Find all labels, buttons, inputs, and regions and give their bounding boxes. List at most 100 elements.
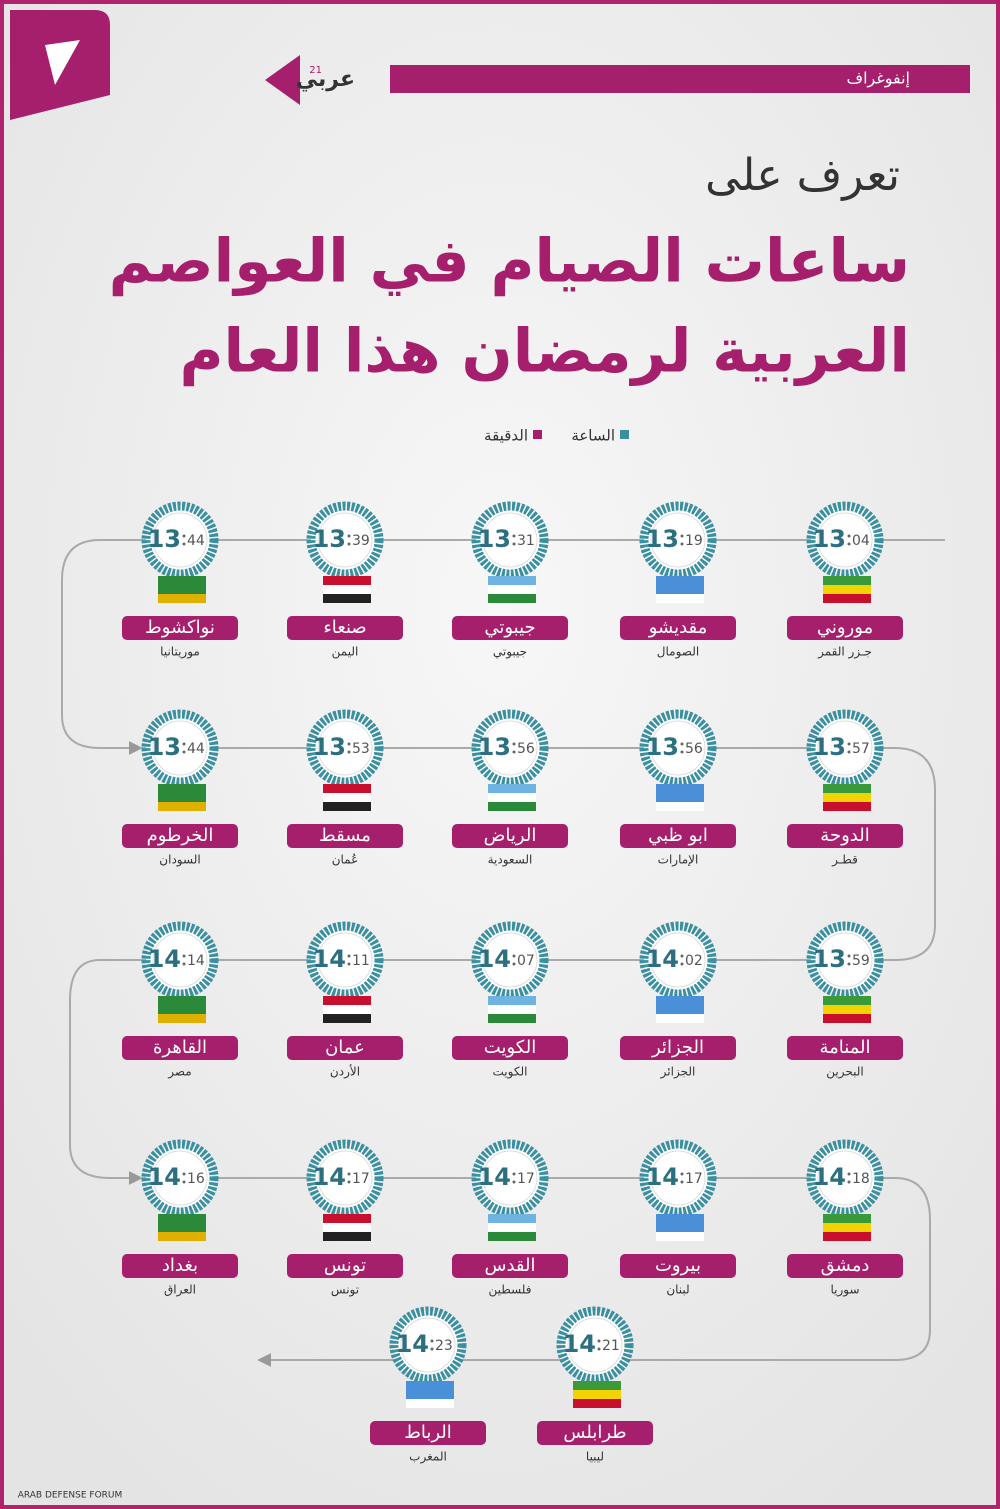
flag-stripe bbox=[323, 1005, 371, 1014]
flag-stripe bbox=[656, 793, 704, 802]
colon-dot bbox=[512, 1172, 516, 1176]
gauge-inner bbox=[482, 512, 538, 568]
flag-stripe bbox=[323, 996, 371, 1005]
gauge-inner bbox=[650, 512, 706, 568]
gauge-inner bbox=[650, 932, 706, 988]
city-label-bg bbox=[287, 1036, 403, 1060]
country-name: سوريا bbox=[830, 1283, 859, 1298]
legend-minute: الدقيقة bbox=[484, 427, 528, 445]
gauge-inner bbox=[317, 512, 373, 568]
flag-stripe bbox=[656, 576, 704, 585]
city-name: طرابلس bbox=[563, 1422, 626, 1443]
city-card: 14 17 بيروت لبنان bbox=[620, 1139, 736, 1297]
hours: 13 bbox=[478, 733, 511, 761]
flag-stripe bbox=[158, 1232, 206, 1241]
city-card: 13 56 ابو ظبي الإمارات bbox=[620, 709, 736, 868]
city-label-bg bbox=[122, 1036, 238, 1060]
country-name: الأردن bbox=[330, 1064, 360, 1080]
colon-dot bbox=[847, 1172, 851, 1176]
flag-stripe bbox=[323, 1214, 371, 1223]
city-label-bg bbox=[452, 616, 568, 640]
flag-stripe bbox=[488, 996, 536, 1005]
gauge-inner bbox=[152, 932, 208, 988]
city-name: الرياض bbox=[484, 825, 537, 846]
colon-dot bbox=[182, 1172, 186, 1176]
flag-stripe bbox=[823, 585, 871, 594]
minutes: 44 bbox=[187, 741, 205, 757]
flag-stripe bbox=[823, 1005, 871, 1014]
colon-dot bbox=[347, 962, 351, 966]
minutes: 57 bbox=[852, 741, 870, 757]
gauge-inner bbox=[152, 720, 208, 776]
gauge-inner bbox=[650, 720, 706, 776]
city-label-bg bbox=[122, 824, 238, 848]
country-name: ليبيا bbox=[586, 1450, 604, 1464]
flow-lines bbox=[61, 539, 945, 1367]
flag-stripe bbox=[488, 1232, 536, 1241]
city-card: 14 21 طرابلس ليبيا bbox=[537, 1306, 653, 1464]
city-label-bg bbox=[620, 824, 736, 848]
city-label-bg bbox=[620, 1254, 736, 1278]
city-name: الدوحة bbox=[820, 825, 869, 846]
city-label-bg bbox=[287, 1254, 403, 1278]
hours: 14 bbox=[478, 1163, 511, 1191]
city-card: 13 39 صنعاء اليمن bbox=[287, 501, 403, 660]
flag-stripe bbox=[656, 784, 704, 793]
colon-dot bbox=[847, 534, 851, 538]
gauge-inner bbox=[152, 1150, 208, 1206]
minutes: 31 bbox=[517, 533, 535, 549]
hours: 14 bbox=[478, 945, 511, 973]
colon-dot bbox=[680, 534, 684, 538]
brand-name: عربي bbox=[296, 67, 355, 92]
hours: 14 bbox=[646, 945, 679, 973]
colon-dot bbox=[680, 962, 684, 966]
flag-stripe bbox=[488, 585, 536, 594]
country-name: العراق bbox=[164, 1283, 196, 1298]
city-name: تونس bbox=[324, 1255, 366, 1276]
flow-line bbox=[61, 539, 945, 755]
city-label-bg bbox=[537, 1421, 653, 1445]
city-label-bg bbox=[122, 1254, 238, 1278]
title-line1: تعرف على bbox=[705, 150, 900, 201]
flag-stripe bbox=[323, 1014, 371, 1023]
minutes: 17 bbox=[685, 1171, 703, 1187]
flag-stripe bbox=[656, 996, 704, 1005]
city-label-bg bbox=[370, 1421, 486, 1445]
colon-dot bbox=[347, 954, 351, 958]
hours: 14 bbox=[313, 945, 346, 973]
country-name: السعودية bbox=[488, 853, 533, 868]
minutes: 19 bbox=[685, 533, 703, 549]
city-card: 13 04 موروني جـزر القمر bbox=[787, 501, 903, 660]
city-name: القاهرة bbox=[153, 1037, 207, 1058]
hours: 14 bbox=[813, 1163, 846, 1191]
city-card: 13 59 المنامة البحرين bbox=[787, 921, 903, 1080]
colon-dot bbox=[182, 534, 186, 538]
city-name: الرباط bbox=[404, 1422, 452, 1443]
colon-dot bbox=[512, 962, 516, 966]
country-name: تونس bbox=[331, 1283, 359, 1298]
city-card: 14 02 الجزائر الجزائر bbox=[620, 921, 736, 1080]
brand-logo bbox=[265, 55, 300, 105]
flag-stripe bbox=[406, 1381, 454, 1390]
colon-dot bbox=[347, 1172, 351, 1176]
flag-stripe bbox=[488, 1005, 536, 1014]
hours: 13 bbox=[646, 733, 679, 761]
flag-stripe bbox=[488, 576, 536, 585]
flag-stripe bbox=[158, 793, 206, 802]
flag-stripe bbox=[656, 802, 704, 811]
colon-dot bbox=[182, 962, 186, 966]
flag-stripe bbox=[158, 576, 206, 585]
city-name: ابو ظبي bbox=[648, 825, 708, 846]
city-card: 13 53 مسقط عُمان bbox=[287, 709, 403, 867]
country-name: الكويت bbox=[493, 1065, 528, 1080]
minutes: 04 bbox=[852, 533, 870, 549]
header-bar bbox=[390, 65, 970, 93]
flag-stripe bbox=[158, 784, 206, 793]
city-name: نواكشوط bbox=[145, 617, 215, 638]
minutes: 21 bbox=[602, 1338, 620, 1354]
flag-stripe bbox=[323, 784, 371, 793]
flag-stripe bbox=[158, 1214, 206, 1223]
flag-stripe bbox=[323, 576, 371, 585]
flag-stripe bbox=[656, 1232, 704, 1241]
flag-stripe bbox=[488, 793, 536, 802]
